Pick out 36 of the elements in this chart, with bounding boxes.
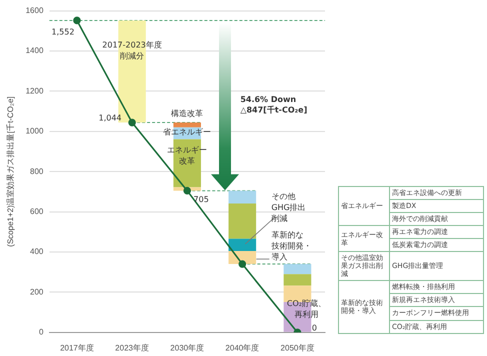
point <box>183 186 191 194</box>
annotation: 54.6% Down <box>240 94 296 104</box>
x-tick-label: 2040年度 <box>225 343 260 352</box>
annotation: 革新的な技術開発・導入 <box>270 230 312 262</box>
x-tick-label: 2030年度 <box>170 343 204 352</box>
data-label: 1,552 <box>52 28 74 37</box>
bar <box>284 264 312 274</box>
y-axis-title: (Scope1+2)温室効果ガス排出量[千t-CO₂e] <box>6 96 16 247</box>
y-tick-label: 400 <box>30 247 44 256</box>
annotation: △847[千t-CO₂e] <box>240 105 308 114</box>
bar <box>284 274 312 286</box>
bar <box>228 204 256 239</box>
y-tick-label: 1400 <box>26 46 44 56</box>
y-tick-label: 1600 <box>26 6 44 16</box>
bar <box>228 238 256 251</box>
bar <box>228 190 256 204</box>
point <box>128 118 136 126</box>
y-tick-label: 200 <box>30 287 44 296</box>
x-tick-label: 2023年度 <box>115 343 149 352</box>
point <box>73 16 81 24</box>
y-tick-label: 1000 <box>26 126 44 136</box>
data-label: 1,044 <box>98 114 122 123</box>
x-tick-label: 2017年度 <box>60 343 94 352</box>
data-label: 0 <box>312 323 317 332</box>
annotation: 省エネルギー <box>163 127 212 136</box>
bar <box>173 122 201 128</box>
x-tick-label: 2050年度 <box>280 343 314 352</box>
annotation: 構造改革 <box>171 108 204 118</box>
y-tick-label: 0 <box>38 328 44 337</box>
y-tick-label: 800 <box>30 166 44 176</box>
annotation: 2017-2023年度削減分 <box>102 40 162 61</box>
y-tick-label: 600 <box>30 207 44 216</box>
annotation: CO₂貯蔵、再利用 <box>286 298 326 319</box>
data-label: 705 <box>194 194 209 204</box>
y-tick-label: 1200 <box>26 86 44 96</box>
point <box>238 260 246 268</box>
